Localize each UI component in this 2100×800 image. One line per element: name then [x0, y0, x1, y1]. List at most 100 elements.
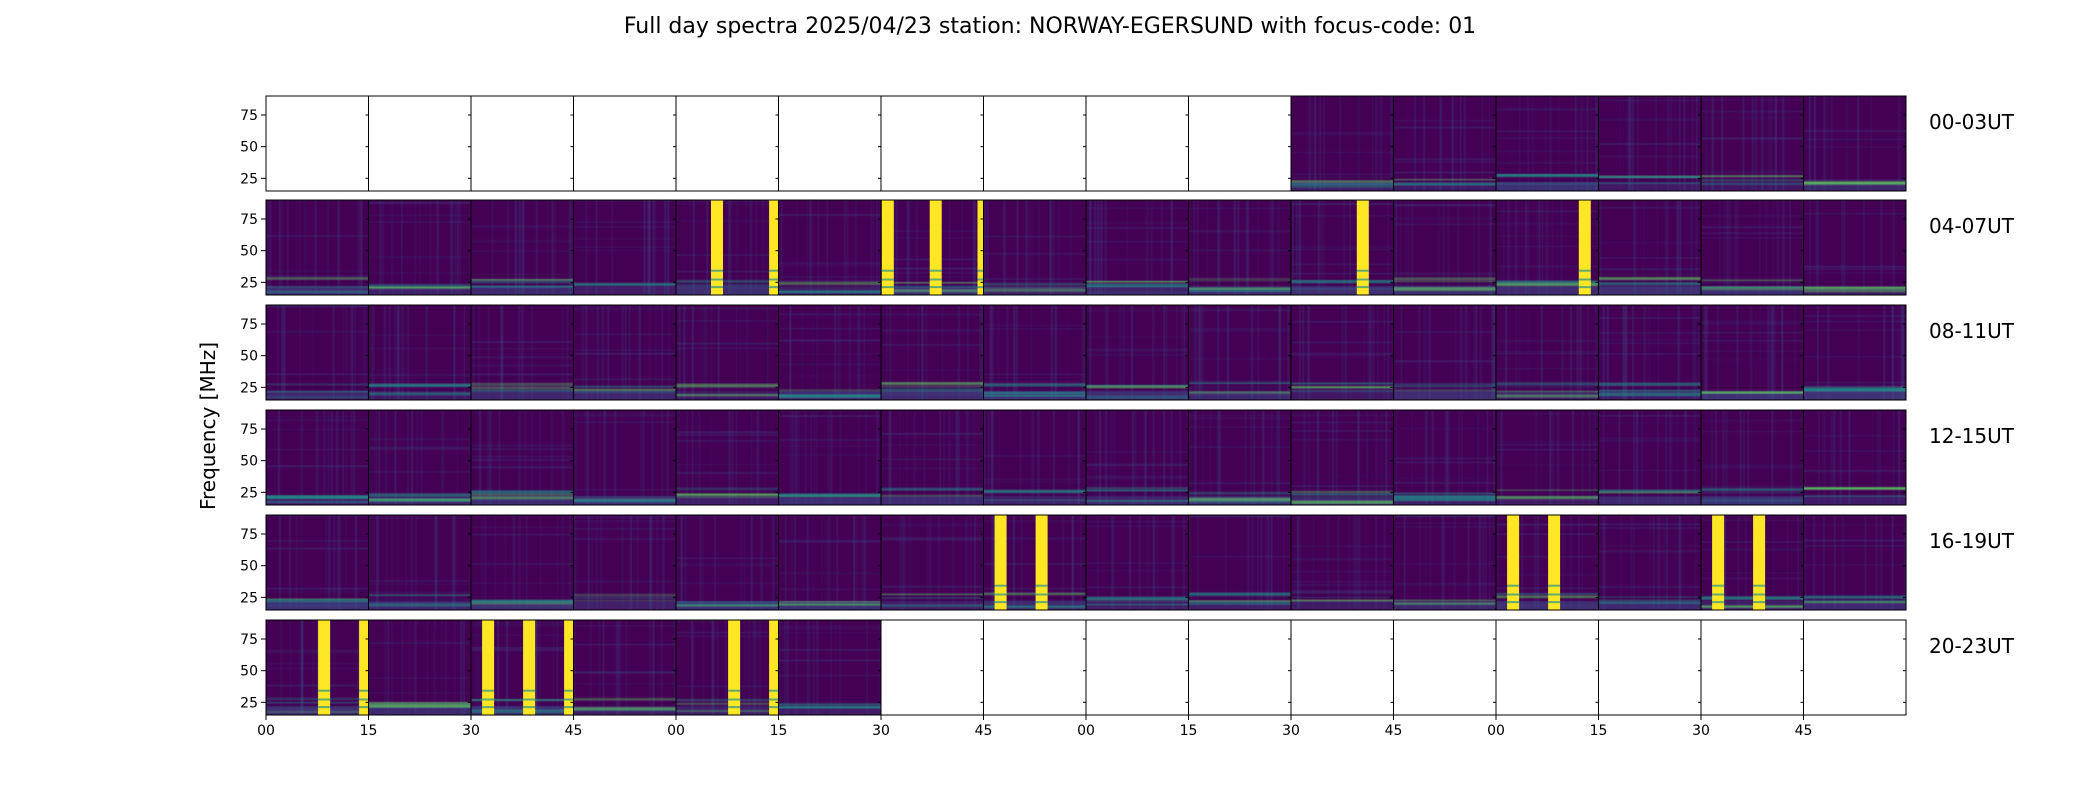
- spectrum-panel: [368, 514, 472, 611]
- spectrum-panel: [778, 514, 882, 611]
- x-tick-label: 30: [1282, 723, 1300, 739]
- saturated-burst: [728, 620, 741, 715]
- spectrum-panel: [1188, 304, 1292, 401]
- row-label: 04-07UT: [1929, 214, 2015, 238]
- spectrum-panel: [983, 304, 1087, 401]
- spectrum-panel: [880, 514, 984, 611]
- row-label: 12-15UT: [1929, 424, 2015, 448]
- spectrum-panel: [1495, 409, 1599, 506]
- saturated-burst: [881, 200, 894, 295]
- saturated-burst: [523, 620, 536, 715]
- spectrum-panel: [1188, 514, 1292, 611]
- spectrum-panel: [1290, 514, 1394, 611]
- spectrum-panel: [265, 199, 369, 296]
- spectrum-panel: [1393, 95, 1497, 192]
- spectrum-panel: [368, 619, 472, 716]
- spectrum-panel: [1188, 619, 1292, 716]
- y-tick-label: 75: [240, 108, 258, 124]
- spectrum-panel: [470, 514, 575, 611]
- spectrum-panel: [1598, 95, 1703, 192]
- spectrum-panel: [470, 409, 574, 506]
- spectrum-panel: [1598, 409, 1702, 506]
- saturated-burst: [1578, 200, 1591, 295]
- spectrum-panel: [1085, 409, 1189, 506]
- spectrum-panel: [1393, 304, 1497, 401]
- spectrum-panel: [1803, 304, 1907, 401]
- saturated-burst: [318, 620, 331, 715]
- y-tick-label: 25: [240, 171, 258, 187]
- spectrum-panel: [983, 199, 1087, 296]
- y-tick-labels: 25 50 75 25 50 75 25 50 75 25 50 75 25 50 75 25 50 75: [240, 108, 266, 711]
- y-tick-label: 50: [240, 559, 258, 575]
- spectrum-panel: [1803, 409, 1907, 506]
- y-axis-label: Frequency [MHz]: [196, 342, 220, 510]
- saturated-burst: [1356, 200, 1369, 295]
- spectrum-panel: [470, 95, 574, 192]
- spectrum-panel: [880, 619, 984, 716]
- spectrum-panel: [1700, 199, 1804, 296]
- row-label: 00-03UT: [1929, 110, 2015, 134]
- y-tick-label: 25: [240, 695, 258, 711]
- spectrum-panel: [470, 304, 574, 401]
- y-tick-label: 75: [240, 422, 258, 438]
- spectrum-panel: [1290, 95, 1395, 192]
- spectrum-panel: [368, 409, 472, 506]
- spectrum-panel: [1495, 304, 1599, 401]
- spectrum-panel: [1803, 619, 1907, 716]
- x-tick-label: 00: [1077, 723, 1095, 739]
- row-label: 16-19UT: [1929, 529, 2015, 553]
- saturated-burst: [482, 620, 495, 715]
- spectrum-panel: [983, 95, 1087, 192]
- spectrum-panel: [983, 409, 1087, 506]
- saturated-burst: [929, 200, 942, 295]
- x-tick-label: 15: [360, 723, 378, 739]
- spectrum-panel: [368, 199, 472, 296]
- spectrum-panel: [675, 409, 780, 506]
- spectrum-panel: [1188, 95, 1292, 192]
- spectrum-panel: [1290, 619, 1394, 716]
- spectrum-panel: [1598, 199, 1702, 296]
- y-tick-label: 50: [240, 140, 258, 156]
- saturated-burst: [1507, 515, 1520, 610]
- x-tick-label: 30: [872, 723, 890, 739]
- x-tick-label: 15: [1590, 723, 1608, 739]
- y-tick-label: 25: [240, 485, 258, 501]
- y-tick-label: 50: [240, 349, 258, 365]
- spectrum-panel: [1495, 95, 1599, 192]
- spectrum-panel: [1085, 514, 1190, 611]
- spectrum-panel: [1700, 409, 1804, 506]
- spectrum-panel: [675, 199, 782, 296]
- spectrum-panel: [1085, 619, 1189, 716]
- spectrum-panel: [880, 304, 985, 401]
- spectrum-panel: [1803, 199, 1907, 296]
- spectrum-panel: [778, 199, 882, 296]
- spectrum-panel: [880, 199, 990, 296]
- x-tick-label: 45: [1385, 723, 1403, 739]
- y-tick-label: 75: [240, 212, 258, 228]
- spectrum-panel: [573, 514, 679, 611]
- y-tick-label: 50: [240, 244, 258, 260]
- spectrum-panel: [573, 619, 677, 716]
- saturated-burst: [994, 515, 1007, 610]
- spectrum-panel: [1700, 95, 1804, 192]
- spectrum-panel: [1393, 199, 1497, 296]
- x-tick-label: 15: [1180, 723, 1198, 739]
- spectrum-panel: [880, 95, 984, 192]
- x-tick-label: 00: [667, 723, 685, 739]
- y-tick-label: 25: [240, 590, 258, 606]
- row-label: 20-23UT: [1929, 634, 2015, 658]
- x-tick-label: 15: [770, 723, 788, 739]
- spectrum-panel: [573, 95, 677, 192]
- spectrum-panel: [1290, 409, 1394, 506]
- saturated-burst: [711, 200, 723, 295]
- spectrum-panel: [1598, 304, 1702, 401]
- x-tick-label: 45: [975, 723, 993, 739]
- spectrum-panel: [1598, 514, 1702, 611]
- spectrum-panel: [265, 514, 369, 611]
- spectrum-panel: [265, 304, 369, 401]
- spectrum-panel: [1188, 409, 1292, 506]
- spectrum-panel: [1700, 514, 1806, 611]
- y-tick-label: 50: [240, 664, 258, 680]
- saturated-burst: [1712, 515, 1725, 610]
